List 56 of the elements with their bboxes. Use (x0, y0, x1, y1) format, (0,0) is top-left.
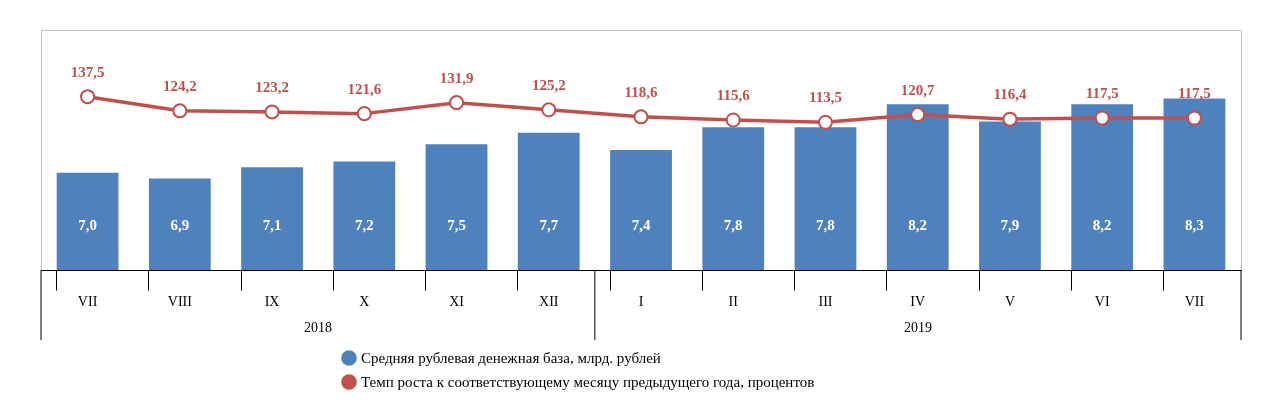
point (264, 104, 280, 120)
data-label: 131,9 (439, 69, 474, 86)
data-label: 7,8 (723, 217, 743, 233)
data-label: 8,3 (1185, 217, 1204, 233)
point (449, 95, 465, 111)
x-tick-label: VII (1184, 293, 1205, 309)
point (356, 106, 372, 122)
x-tick-label: V (1004, 293, 1016, 309)
text: 2019 (903, 320, 932, 335)
point (1002, 111, 1018, 127)
data-label: 7,1 (262, 217, 282, 233)
point (725, 112, 741, 128)
data-label: 6,9 (170, 217, 190, 233)
point (1186, 110, 1202, 126)
x-tick-label: VII (77, 293, 98, 309)
data-label: 117,5 (1177, 85, 1211, 101)
data-label: 117,5 (1085, 85, 1119, 101)
data-label: 7,9 (1000, 217, 1020, 233)
data-label: 7,4 (631, 217, 651, 233)
data-label: 125,2 (531, 76, 566, 93)
point (1094, 110, 1110, 126)
data-label: 7,8 (816, 217, 835, 233)
x-tick-label: II (728, 293, 739, 309)
point (80, 89, 96, 105)
data-label: 115,6 (716, 87, 751, 104)
point (541, 102, 557, 118)
data-label: 7,2 (354, 217, 374, 233)
data-label: 7,7 (539, 217, 559, 233)
data-label: 8,2 (908, 217, 928, 233)
data-label: 124,2 (162, 77, 197, 94)
x-tick-label: IV (910, 293, 926, 309)
data-label: 137,5 (70, 63, 105, 80)
data-label: 113,5 (809, 89, 842, 106)
data-label: 118,6 (624, 83, 658, 100)
x-tick-label: IX (264, 293, 280, 309)
data-label: 116,4 (993, 86, 1027, 103)
data-label: 7,5 (447, 217, 466, 233)
text: 2018 (303, 320, 332, 335)
legend-label: Темп роста к соответствующему месяцу предыдущего года, процентов (361, 374, 815, 390)
point (633, 109, 649, 125)
point (817, 114, 833, 130)
x-tick-label: XII (539, 293, 559, 309)
legend-label: Средняя рублевая денежная база, млрд. рублей (361, 350, 661, 366)
data-label: 121,6 (347, 80, 382, 97)
x-tick-label: XI (449, 293, 465, 309)
x-tick-label: X (359, 293, 370, 309)
data-label: 8,2 (1092, 217, 1112, 233)
x-tick-label: III (818, 293, 833, 309)
point (172, 103, 188, 119)
data-label: 123,2 (255, 78, 289, 95)
point (910, 107, 926, 123)
data-label: 7,0 (78, 217, 97, 233)
x-tick-label: I (638, 293, 644, 309)
data-label: 120,7 (900, 81, 936, 98)
x-tick-label: VIII (167, 293, 193, 309)
x-tick-label: VI (1094, 293, 1110, 309)
